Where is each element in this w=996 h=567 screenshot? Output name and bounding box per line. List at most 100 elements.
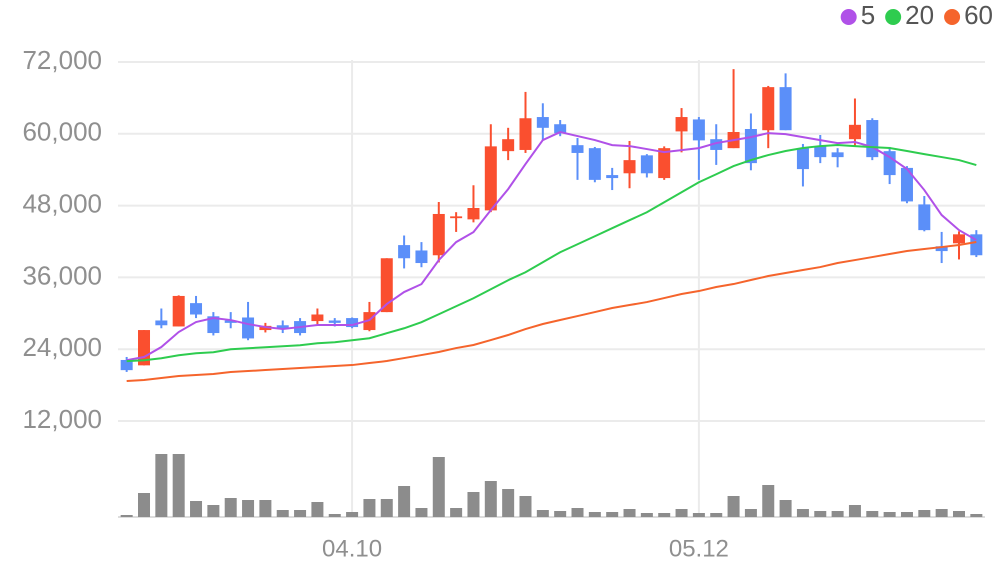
y-tick-label: 72,000 (22, 45, 102, 75)
volume-bar (502, 489, 515, 517)
volume-bar (484, 481, 497, 517)
volume-bar (415, 508, 428, 517)
volume-bar (848, 505, 861, 517)
volume-bar (554, 511, 567, 517)
volume-bar (606, 512, 619, 517)
volume-bar (900, 512, 913, 517)
candle-body (328, 320, 341, 323)
candle-body (762, 87, 775, 131)
y-tick-label: 60,000 (22, 117, 102, 147)
candle-body (224, 320, 237, 323)
volume-bar (675, 509, 688, 517)
candle-body (866, 120, 879, 158)
candle-body (640, 155, 653, 174)
legend-dot (944, 9, 961, 25)
volume-bar (450, 508, 463, 517)
candle-body (571, 145, 584, 153)
volume-bar (380, 499, 393, 517)
candle-body (120, 359, 133, 371)
volume-bar (588, 512, 601, 517)
ma-line (126, 241, 977, 383)
candle-body (918, 204, 931, 231)
candle-body (970, 234, 983, 256)
volume-bar (467, 492, 480, 517)
candle-body (398, 245, 411, 259)
candle-body (796, 148, 809, 170)
candle-body (502, 139, 515, 152)
volume-bar (155, 454, 168, 517)
y-tick-label: 12,000 (22, 404, 102, 434)
volume-bar (536, 510, 549, 517)
candle-body (848, 124, 861, 140)
candle-body (606, 175, 619, 179)
volume-bar (242, 500, 255, 517)
volume-bar (970, 514, 983, 517)
volume-bar (831, 511, 844, 517)
volume-bar (658, 513, 671, 517)
candle-body (952, 234, 965, 244)
candle-body (242, 317, 255, 339)
y-tick-label: 36,000 (22, 260, 102, 290)
volume-bar (692, 513, 705, 517)
volume-bar (311, 502, 324, 517)
volume-bar (796, 509, 809, 517)
legend-label: 60 (964, 0, 993, 30)
volume-bar (935, 509, 948, 517)
candle-body (346, 318, 359, 328)
legend-dot (840, 9, 857, 25)
candle-body (155, 320, 168, 326)
legend-dot (885, 9, 902, 25)
volume-bar (779, 500, 792, 517)
candle-body (554, 124, 567, 134)
candle-body (172, 295, 185, 327)
volume-bar (259, 500, 272, 517)
ma-line (126, 144, 977, 363)
volume-bar (918, 510, 931, 517)
volume-bar (571, 508, 584, 517)
y-tick-label: 24,000 (22, 332, 102, 362)
volume-bar (623, 509, 636, 517)
volume-bar (294, 510, 307, 517)
candle-body (380, 258, 393, 313)
volume-bar (138, 493, 151, 517)
volume-bar (398, 486, 411, 517)
legend-label: 5 (861, 0, 875, 30)
candle-body (432, 213, 445, 256)
volume-bar (363, 499, 376, 517)
candle-body (692, 119, 705, 141)
volume-bar (190, 501, 203, 517)
volume-bar (744, 509, 757, 517)
candle-body (900, 167, 913, 202)
volume-bar (120, 515, 133, 517)
candle-body (276, 325, 289, 329)
candle-body (658, 148, 671, 179)
candle-body (190, 303, 203, 315)
candle-body (588, 148, 601, 180)
volume-bar (346, 512, 359, 517)
candle-body (519, 118, 532, 150)
volume-bar (519, 496, 532, 517)
volume-bar (762, 485, 775, 517)
volume-bar (207, 505, 220, 517)
candle-body (831, 152, 844, 158)
x-tick-label: 04.10 (322, 535, 382, 562)
candle-body (138, 330, 151, 366)
candle-body (536, 117, 549, 128)
candle-body (311, 314, 324, 322)
volume-bar (224, 498, 237, 517)
candle-body (207, 316, 220, 334)
volume-bar (883, 512, 896, 517)
candle-body (415, 250, 428, 264)
candle-body (710, 139, 723, 150)
ma-line (126, 131, 977, 362)
x-tick-label: 05.12 (669, 535, 729, 562)
legend-label: 20 (905, 0, 934, 30)
volume-bar (172, 454, 185, 517)
volume-bar (276, 510, 289, 517)
y-tick-label: 48,000 (22, 188, 102, 218)
candle-body (883, 151, 896, 176)
volume-bar (866, 511, 879, 517)
volume-bar (640, 513, 653, 517)
volume-bar (432, 457, 445, 517)
